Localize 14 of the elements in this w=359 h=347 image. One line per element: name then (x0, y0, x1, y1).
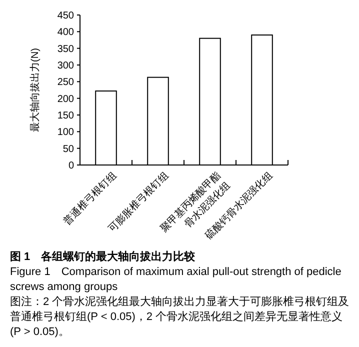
y-tick-label: 0 (68, 160, 74, 172)
y-axis-title: 最大轴向拔出力(N) (29, 48, 41, 132)
y-tick-label: 250 (57, 77, 74, 88)
y-tick-label: 50 (62, 144, 74, 155)
text: Figure 1 Comparison of maximum axial pull-out strength of pedicle screws among groups (10, 265, 342, 295)
y-tick-label: 300 (57, 60, 74, 72)
y-tick-label: 150 (57, 110, 74, 122)
y-tick-label: 350 (57, 44, 74, 55)
text: 图注：2 个骨水泥强化组最大轴向拔出力显著大于可膨胀椎弓根钉组及普通椎弓根钉组(P < 0.05)，2 个骨水泥强化组之间差异无显著性意义(P > 0.05)。 (10, 295, 350, 340)
y-tick-label: 400 (57, 27, 74, 38)
text: 图 1 各组螺钉的最大轴向拔出力比较 (10, 250, 196, 265)
y-tick-label: 450 (57, 10, 74, 22)
y-tick-label: 100 (57, 127, 74, 138)
y-tick-label: 200 (57, 94, 74, 105)
